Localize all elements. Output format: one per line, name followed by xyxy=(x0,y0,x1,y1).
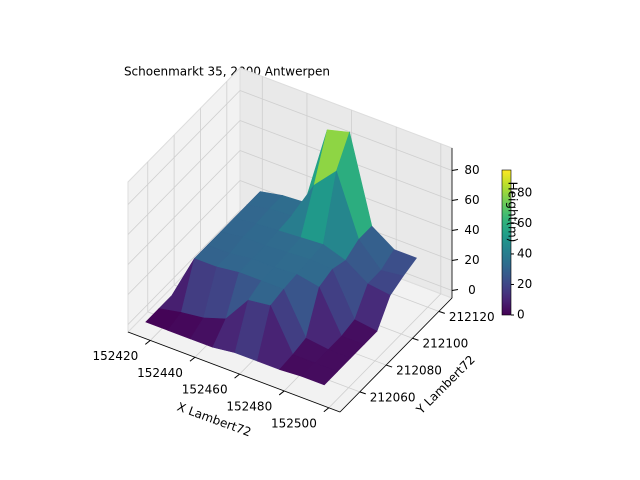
x-tick xyxy=(323,407,330,413)
z-tick-label: 60 xyxy=(464,193,479,207)
x-tick-label: 152460 xyxy=(182,383,228,397)
colorbar-tick-label: 80 xyxy=(517,185,532,199)
z-tick xyxy=(451,199,459,201)
x-tick-label: 152480 xyxy=(226,399,272,413)
axis-line xyxy=(127,331,341,413)
x-tick xyxy=(189,356,196,362)
x-tick-label: 152500 xyxy=(271,416,317,430)
y-tick xyxy=(385,364,393,368)
surface-cell xyxy=(301,362,338,386)
grid-line xyxy=(127,120,241,235)
colorbar-tick-label: 40 xyxy=(517,246,532,260)
z-tick xyxy=(451,289,459,291)
y-tick-label: 212080 xyxy=(396,364,442,378)
z-tick-label: 20 xyxy=(464,253,479,267)
x-tick-label: 152420 xyxy=(93,349,139,363)
grid-line xyxy=(328,293,442,409)
colorbar-tick-label: 20 xyxy=(517,277,532,291)
y-tick-label: 212120 xyxy=(449,310,495,324)
colorbar-tick-label: 0 xyxy=(517,308,525,322)
chart-title: Schoenmarkt 35, 2000 Antwerpen xyxy=(124,65,330,79)
x-tick xyxy=(145,340,151,345)
colorbar xyxy=(501,169,512,316)
y-tick xyxy=(438,310,445,314)
y-axis-label: Y Lambert72 xyxy=(413,353,478,418)
grid-line xyxy=(127,90,241,205)
y-tick xyxy=(412,337,419,341)
colorbar-label: Height(m) xyxy=(506,182,520,243)
y-tick-label: 212100 xyxy=(422,337,468,351)
grid-line xyxy=(127,180,241,295)
x-tick xyxy=(234,373,240,379)
grid-line xyxy=(127,210,241,325)
y-tick-label: 212060 xyxy=(370,390,416,404)
z-tick-label: 0 xyxy=(468,283,476,297)
colorbar-tick-label: 60 xyxy=(517,216,532,230)
z-tick xyxy=(451,229,459,231)
axis-line xyxy=(339,297,453,413)
z-tick-label: 80 xyxy=(464,163,479,177)
x-tick xyxy=(278,390,285,396)
z-tick xyxy=(451,259,459,261)
y-tick xyxy=(359,391,366,395)
grid-line xyxy=(239,90,453,171)
z-tick xyxy=(451,169,459,171)
x-tick-label: 152440 xyxy=(137,366,183,380)
z-tick-label: 40 xyxy=(464,223,479,237)
grid-line xyxy=(127,150,241,265)
